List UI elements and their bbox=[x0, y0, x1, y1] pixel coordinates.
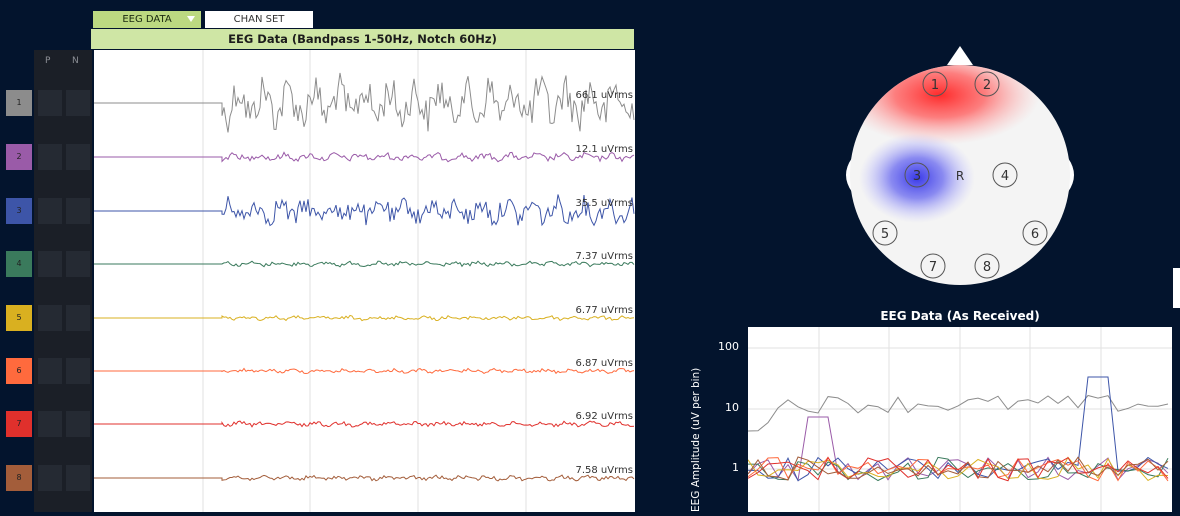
channel-rms-label: 66.1 uVrms bbox=[575, 90, 633, 101]
channel-toggle-button[interactable]: 8 bbox=[6, 465, 32, 491]
channel-p-toggle[interactable] bbox=[38, 198, 62, 224]
fft-channel-trace bbox=[747, 456, 1169, 481]
timeseries-title: EEG Data (Bandpass 1-50Hz, Notch 60Hz) bbox=[91, 29, 634, 49]
channel-n-toggle[interactable] bbox=[66, 90, 90, 116]
fft-y-tick-label: 10 bbox=[725, 401, 739, 414]
electrode-marker: 6 bbox=[1022, 220, 1048, 246]
fft-channel-trace bbox=[747, 394, 1169, 432]
electrode-label: 8 bbox=[983, 260, 991, 275]
channel-p-toggle[interactable] bbox=[38, 90, 62, 116]
reference-label: R bbox=[956, 169, 964, 183]
electrode-label: 2 bbox=[983, 78, 991, 93]
channel-rms-label: 7.58 uVrms bbox=[575, 465, 633, 476]
fft-channel-trace bbox=[747, 456, 1169, 482]
channel-rms-label: 6.92 uVrms bbox=[575, 411, 633, 422]
fft-y-tick-label: 1 bbox=[732, 461, 739, 474]
electrode-label: 6 bbox=[1031, 227, 1039, 242]
fft-svg bbox=[747, 327, 1172, 512]
tab-eeg-data[interactable]: EEG DATA bbox=[93, 11, 201, 28]
tab-eeg-data-label: EEG DATA bbox=[122, 14, 172, 25]
electrode-label: 4 bbox=[1001, 169, 1009, 184]
electrode-marker: 3 bbox=[904, 162, 930, 188]
channel-n-toggle[interactable] bbox=[66, 358, 90, 384]
channel-trace bbox=[94, 151, 635, 163]
electrode-marker: 5 bbox=[872, 220, 898, 246]
tab-chan-set-label: CHAN SET bbox=[233, 14, 285, 25]
electrode-marker: 8 bbox=[974, 253, 1000, 279]
nose-shape bbox=[947, 46, 973, 65]
timeseries-svg bbox=[94, 50, 635, 512]
channel-toggle-button[interactable]: 7 bbox=[6, 411, 32, 437]
tab-chan-set[interactable]: CHAN SET bbox=[205, 11, 313, 28]
channel-p-toggle[interactable] bbox=[38, 251, 62, 277]
channel-toggle-button[interactable]: 3 bbox=[6, 198, 32, 224]
channel-toggle-button[interactable]: 5 bbox=[6, 305, 32, 331]
fft-channel-trace bbox=[747, 416, 1169, 482]
channel-rms-label: 7.37 uVrms bbox=[575, 251, 633, 262]
electrode-marker: 4 bbox=[992, 162, 1018, 188]
channel-p-toggle[interactable] bbox=[38, 144, 62, 170]
fft-channel-trace bbox=[747, 456, 1169, 482]
electrode-label: 3 bbox=[913, 169, 921, 184]
channel-n-toggle[interactable] bbox=[66, 251, 90, 277]
channel-rms-label: 6.87 uVrms bbox=[575, 358, 633, 369]
channel-trace bbox=[94, 72, 635, 133]
fft-title: EEG Data (As Received) bbox=[880, 309, 1040, 323]
side-panel-handle[interactable] bbox=[1173, 268, 1180, 308]
electrode-label: 1 bbox=[931, 78, 939, 93]
channel-rms-label: 12.1 uVrms bbox=[575, 144, 633, 155]
dropdown-arrow-icon[interactable] bbox=[187, 16, 195, 22]
electrode-marker: 1 bbox=[922, 71, 948, 97]
fft-channel-trace bbox=[747, 456, 1169, 482]
channel-n-toggle[interactable] bbox=[66, 465, 90, 491]
channel-toggle-button[interactable]: 1 bbox=[6, 90, 32, 116]
fft-plot[interactable] bbox=[747, 327, 1172, 512]
channel-trace bbox=[94, 367, 635, 375]
channel-rms-label: 6.77 uVrms bbox=[575, 305, 633, 316]
channel-trace bbox=[94, 474, 635, 482]
channel-trace bbox=[94, 194, 635, 227]
channel-trace bbox=[94, 314, 635, 322]
channel-trace bbox=[94, 260, 635, 268]
channel-trace bbox=[94, 420, 635, 428]
electrode-label: 7 bbox=[929, 260, 937, 275]
channel-p-toggle[interactable] bbox=[38, 305, 62, 331]
channel-p-toggle[interactable] bbox=[38, 358, 62, 384]
head-plot: 1 2 3 4 5 6 7 8 R bbox=[846, 46, 1074, 285]
channel-n-toggle[interactable] bbox=[66, 305, 90, 331]
p-column-header: P bbox=[45, 56, 51, 66]
channel-toggle-button[interactable]: 4 bbox=[6, 251, 32, 277]
channel-rms-label: 35.5 uVrms bbox=[575, 198, 633, 209]
channel-n-toggle[interactable] bbox=[66, 411, 90, 437]
channel-p-toggle[interactable] bbox=[38, 411, 62, 437]
blue-activity-region bbox=[859, 133, 975, 223]
channel-toggle-button[interactable]: 6 bbox=[6, 358, 32, 384]
fft-y-axis-label: EEG Amplitude (uV per bin) bbox=[690, 367, 702, 512]
channel-n-toggle[interactable] bbox=[66, 144, 90, 170]
channel-toggle-button[interactable]: 2 bbox=[6, 144, 32, 170]
electrode-label: 5 bbox=[881, 227, 889, 242]
n-column-header: N bbox=[72, 56, 79, 66]
fft-channel-trace bbox=[747, 376, 1169, 482]
channel-p-toggle[interactable] bbox=[38, 465, 62, 491]
electrode-marker: 7 bbox=[920, 253, 946, 279]
electrode-marker: 2 bbox=[974, 71, 1000, 97]
channel-n-toggle[interactable] bbox=[66, 198, 90, 224]
pn-column bbox=[34, 50, 92, 512]
fft-y-tick-label: 100 bbox=[718, 340, 739, 353]
timeseries-plot[interactable]: 66.1 uVrms 12.1 uVrms 35.5 uVrms 7.37 uVrms… bbox=[94, 50, 635, 512]
